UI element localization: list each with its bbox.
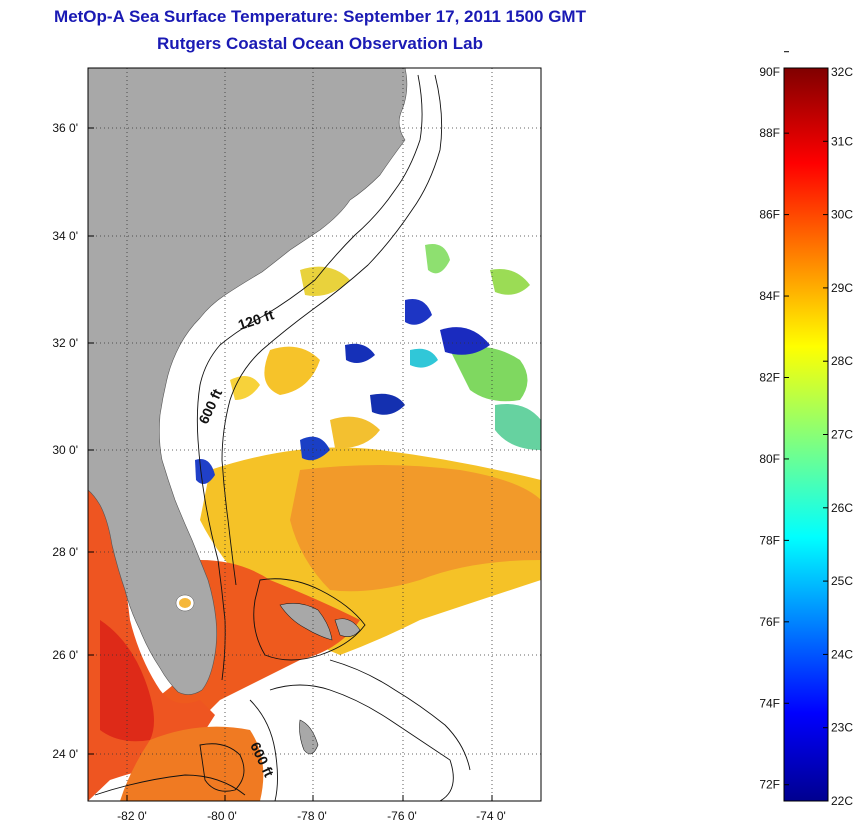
lon-tick-label: -82 0'	[117, 809, 147, 823]
lat-tick-label: 24 0'	[52, 747, 78, 761]
lat-tick-label: 28 0'	[52, 545, 78, 559]
colorbar-fahrenheit-label: 74F	[759, 696, 780, 710]
map-subtitle: Rutgers Coastal Ocean Observation Lab	[157, 34, 483, 53]
map-ticks	[88, 127, 493, 801]
contour-bahamas-4	[329, 659, 471, 771]
colorbar-celsius-label: 24C	[831, 647, 853, 661]
colorbar-celsius-label: 22C	[831, 794, 853, 808]
bathymetry-contours	[94, 74, 471, 801]
colorbar	[783, 67, 829, 802]
colorbar-celsius-label: 32C	[831, 65, 853, 79]
contour-bahamas-1	[253, 578, 366, 661]
colorbar-fahrenheit-label: 90F	[759, 65, 780, 79]
land-us-southeast	[88, 68, 408, 695]
land-bahamas-2	[299, 719, 319, 755]
lat-tick-label: 26 0'	[52, 648, 78, 662]
contour-bahamas-2	[269, 684, 454, 801]
sst-blue-patch-4	[345, 343, 375, 364]
colorbar-celsius-label: 31C	[831, 134, 853, 148]
sst-patch-north-4	[300, 266, 350, 296]
sst-blue-patch-2	[370, 393, 405, 415]
lon-tick-label: -74 0'	[476, 809, 506, 823]
colorbar-celsius-label: 23C	[831, 721, 853, 735]
colorbar-fahrenheit-label: 76F	[759, 615, 780, 629]
lat-tick-label: 32 0'	[52, 336, 78, 350]
lon-tick-label: -78 0'	[297, 809, 327, 823]
sst-orange-core	[290, 465, 541, 592]
colorbar-celsius-labels: 32C 31C 30C 29C 28C 27C 26C 25C 24C 23C 22C	[831, 65, 853, 808]
colorbar-celsius-label: 29C	[831, 281, 853, 295]
colorbar-fahrenheit-label: 84F	[759, 289, 780, 303]
sst-green-patch-3	[495, 404, 541, 450]
colorbar-fahrenheit-label: 78F	[759, 533, 780, 547]
land-bahamas-3	[334, 618, 361, 637]
map-frame	[87, 67, 542, 802]
lake-okeechobee-sst	[179, 598, 191, 608]
sst-blue-patch-1	[440, 327, 490, 355]
lon-tick-label: -76 0'	[387, 809, 417, 823]
lat-tick-label: 36 0'	[52, 121, 78, 135]
lat-tick-label: 30 0'	[52, 443, 78, 457]
contour-600ft	[221, 74, 443, 586]
sst-blue-patch-5	[405, 299, 432, 325]
sst-cyan-patch-1	[410, 348, 438, 368]
sst-green-patch-2	[425, 244, 450, 274]
colorbar-fahrenheit-label: 72F	[759, 778, 780, 792]
sst-patch-north-3	[330, 416, 380, 449]
colorbar-celsius-label: 27C	[831, 428, 853, 442]
colorbar-fahrenheit-label: 86F	[759, 208, 780, 222]
colorbar-celsius-label: 25C	[831, 574, 853, 588]
contour-south-1	[199, 743, 245, 792]
colorbar-celsius-label: 26C	[831, 501, 853, 515]
land-bahamas-1	[279, 603, 333, 641]
lon-tick-label: -80 0'	[207, 809, 237, 823]
sst-south-region	[120, 726, 264, 801]
sst-blue-patch-3	[300, 436, 330, 461]
contour-bahamas-3	[249, 699, 278, 801]
colorbar-fahrenheit-label: 88F	[759, 126, 780, 140]
colorbar-celsius-label: 28C	[831, 354, 853, 368]
contour-south-2	[94, 774, 246, 796]
colorbar-celsius-label: 30C	[831, 208, 853, 222]
lat-tick-label: 34 0'	[52, 229, 78, 243]
colorbar-ticks	[784, 51, 828, 802]
map-title: MetOp-A Sea Surface Temperature: Septemb…	[54, 7, 586, 26]
colorbar-fahrenheit-label: 82F	[759, 370, 780, 384]
contour-120ft	[196, 74, 423, 681]
colorbar-fahrenheit-label: 80F	[759, 452, 780, 466]
sst-green-patch-4	[490, 269, 530, 295]
sst-green-patch-1	[450, 346, 528, 402]
colorbar-fahrenheit-labels: 90F 88F 86F 84F 82F 80F 78F 76F 74F 72F	[759, 65, 780, 792]
sst-patch-north-1	[264, 346, 320, 395]
